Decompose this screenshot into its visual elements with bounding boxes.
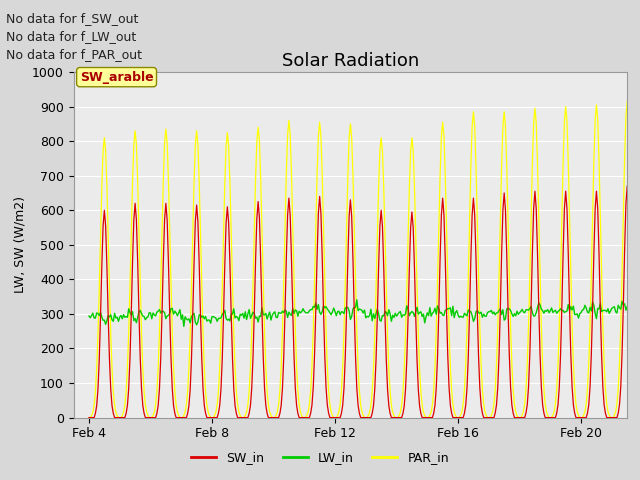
- Text: No data for f_SW_out: No data for f_SW_out: [6, 12, 139, 25]
- Text: SW_arable: SW_arable: [80, 71, 154, 84]
- Text: No data for f_PAR_out: No data for f_PAR_out: [6, 48, 143, 61]
- Text: No data for f_LW_out: No data for f_LW_out: [6, 30, 137, 43]
- Legend: SW_in, LW_in, PAR_in: SW_in, LW_in, PAR_in: [186, 446, 454, 469]
- Title: Solar Radiation: Solar Radiation: [282, 52, 419, 71]
- Y-axis label: LW, SW (W/m2): LW, SW (W/m2): [13, 196, 26, 293]
